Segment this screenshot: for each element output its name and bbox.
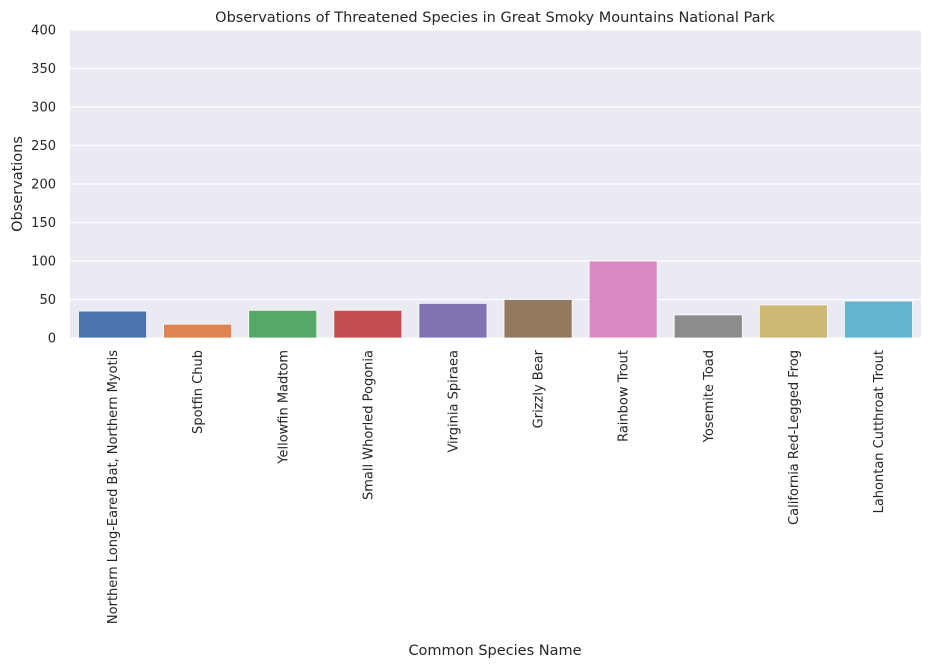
x-tick-label: Yellowfin Madtom [276,350,291,465]
x-axis-label: Common Species Name [408,643,581,659]
x-tick-label: Grizzly Bear [532,349,547,428]
chart-title: Observations of Threatened Species in Gr… [215,10,775,26]
bar [758,304,828,339]
x-tick-label: Rainbow Trout [617,350,632,442]
bar [248,309,318,339]
bar [163,323,233,339]
x-tick-label: California Red-Legged Frog [787,350,802,525]
bar [333,309,403,339]
x-tick-labels: Northern Long-Eared Bat, Northern Myotis… [106,349,887,624]
y-tick-label: 50 [39,293,56,308]
bars-group [78,260,913,339]
y-tick-label: 200 [31,178,56,193]
bar [503,299,573,339]
y-tick-label: 300 [31,101,56,116]
x-tick-label: Virginia Spiraea [446,350,461,453]
y-tick-label: 350 [31,62,56,77]
y-tick-label: 250 [31,139,56,154]
x-tick-label: Yosemite Toad [702,350,717,443]
x-tick-label: Spotfin Chub [191,350,206,434]
x-tick-label: Lahontan Cutthroat Trout [872,350,887,513]
bar [844,300,913,339]
x-tick-label: Northern Long-Eared Bat, Northern Myotis [106,350,121,624]
y-axis-label: Observations [10,136,26,232]
y-tick-label: 0 [48,332,56,347]
bar [673,314,743,339]
bar [418,302,488,339]
bar [588,260,658,339]
y-tick-label: 150 [31,216,56,231]
y-tick-labels: 0 50 100 150 200 250 300 350 400 [31,24,56,347]
bar [78,310,147,339]
y-tick-label: 400 [31,24,56,39]
x-tick-label: Small Whorled Pogonia [361,350,376,500]
y-tick-label: 100 [31,255,56,270]
